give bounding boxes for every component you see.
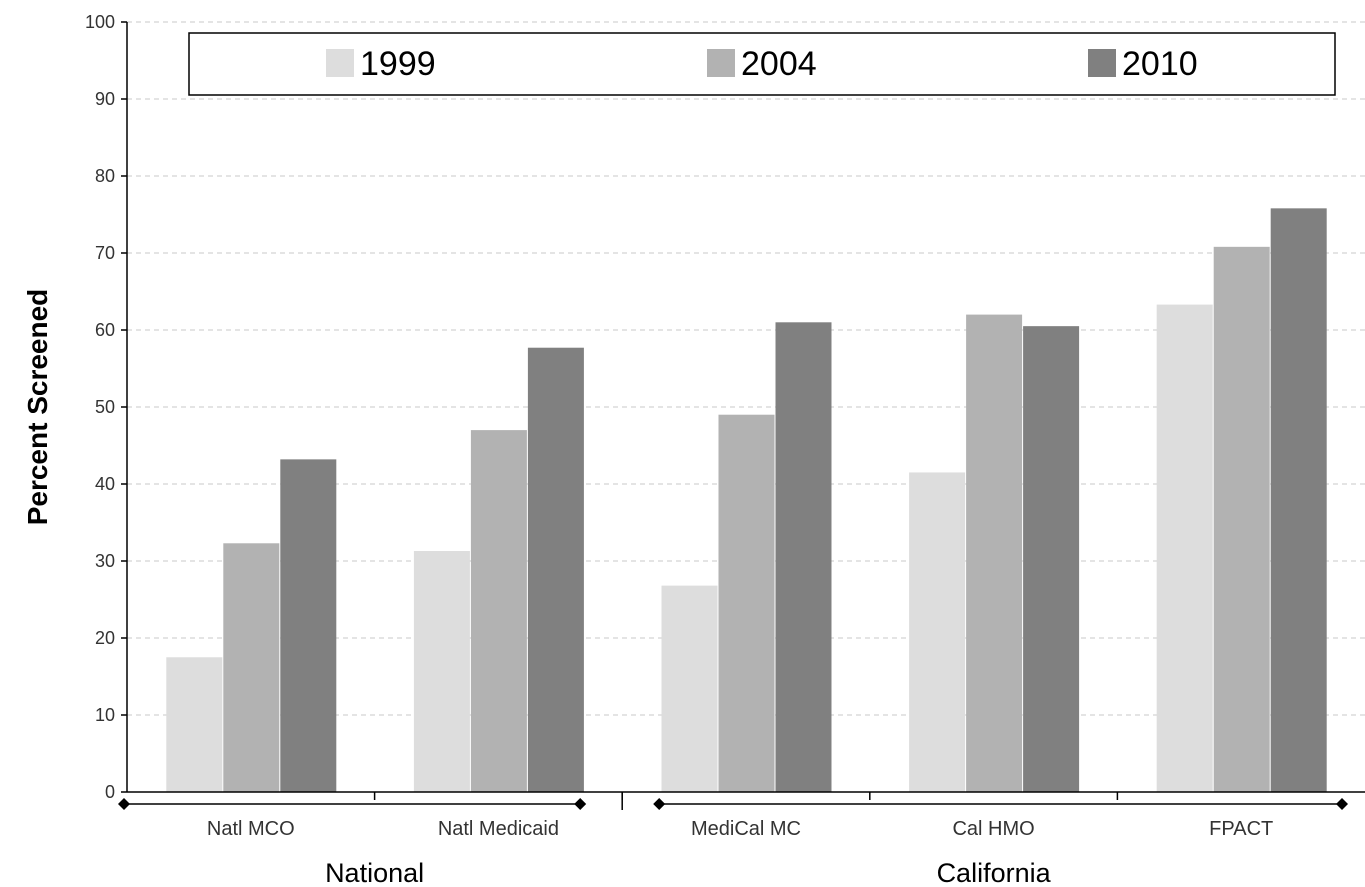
y-tick-label: 10 (95, 705, 115, 725)
category-label: Natl MCO (207, 818, 295, 840)
y-tick-label: 70 (95, 243, 115, 263)
category-labels: Natl MCO Natl Medicaid MediCal MC Cal HMO FP… (207, 792, 1273, 840)
bar-1999-0 (166, 657, 223, 792)
legend-items: 1999 2004 2010 (326, 45, 1198, 83)
group-label: California (937, 858, 1052, 887)
bars (166, 208, 1327, 793)
bracket-diamond (118, 798, 130, 810)
group-brackets (118, 792, 1348, 810)
bar-2004-1 (470, 430, 527, 792)
group-label: National (325, 858, 424, 887)
y-tick-label: 20 (95, 628, 115, 648)
legend-swatch-2010 (1088, 49, 1116, 77)
legend-label: 2010 (1122, 45, 1198, 83)
y-axis-label: Percent Screened (22, 289, 53, 526)
y-tick-label: 80 (95, 166, 115, 186)
legend-swatch-2004 (707, 49, 735, 77)
category-label: MediCal MC (691, 818, 801, 840)
bar-2010-4 (1270, 208, 1327, 793)
y-tick-label: 100 (85, 12, 115, 32)
y-tick-label: 40 (95, 474, 115, 494)
legend-box (188, 32, 1336, 96)
y-tick-label: 0 (105, 782, 115, 802)
legend: 1999 2004 2010 (188, 32, 1336, 96)
bar-2004-2 (718, 414, 775, 792)
y-tick-label: 90 (95, 89, 115, 109)
legend-label: 2004 (741, 45, 817, 83)
y-tick-label: 60 (95, 320, 115, 340)
bar-1999-4 (1156, 304, 1213, 792)
group-labels: National California (325, 858, 1052, 887)
legend-swatch-1999 (326, 49, 354, 77)
y-tick-label: 30 (95, 551, 115, 571)
bar-2010-1 (527, 347, 584, 792)
bracket-diamond (574, 798, 587, 810)
y-tick-labels: 0 10 20 30 40 50 60 70 80 90 100 (85, 12, 127, 802)
bar-2010-0 (280, 459, 337, 792)
y-tick-label: 50 (95, 397, 115, 417)
category-label: Natl Medicaid (438, 818, 559, 840)
bar-2004-4 (1213, 246, 1270, 793)
bar-2010-2 (775, 322, 832, 792)
bar-1999-3 (909, 472, 966, 792)
legend-label: 1999 (360, 45, 436, 83)
bar-2010-3 (1023, 326, 1080, 792)
bar-2004-3 (966, 314, 1023, 792)
category-label: Cal HMO (952, 818, 1034, 840)
bracket-diamond (653, 798, 666, 810)
bar-1999-1 (413, 550, 470, 792)
category-label: FPACT (1209, 818, 1273, 840)
bracket-diamond (1336, 798, 1348, 810)
bar-1999-2 (661, 585, 718, 792)
bar-2004-0 (223, 543, 280, 792)
